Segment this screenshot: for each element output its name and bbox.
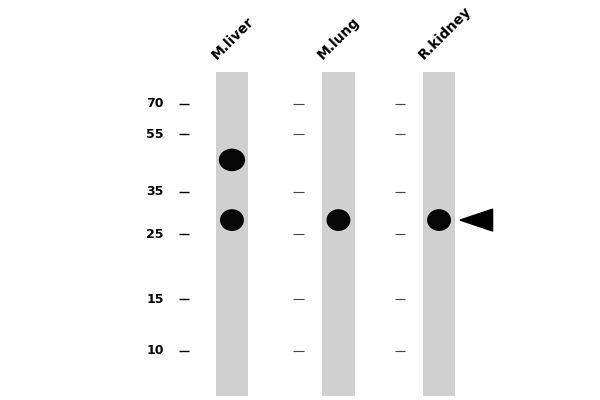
- Text: M.lung: M.lung: [315, 14, 363, 62]
- Text: R.kidney: R.kidney: [416, 4, 474, 62]
- Bar: [322, 72, 355, 396]
- Polygon shape: [460, 209, 493, 231]
- Ellipse shape: [428, 210, 450, 230]
- Text: M.liver: M.liver: [209, 14, 257, 62]
- Text: 15: 15: [146, 293, 164, 306]
- Ellipse shape: [220, 149, 244, 170]
- Bar: [215, 72, 248, 396]
- Text: 25: 25: [146, 228, 164, 241]
- Bar: [423, 72, 455, 396]
- Text: 10: 10: [146, 344, 164, 357]
- Text: 55: 55: [146, 128, 164, 141]
- Ellipse shape: [327, 210, 350, 230]
- Text: 35: 35: [146, 185, 164, 198]
- Ellipse shape: [221, 210, 243, 230]
- Text: 70: 70: [146, 98, 164, 110]
